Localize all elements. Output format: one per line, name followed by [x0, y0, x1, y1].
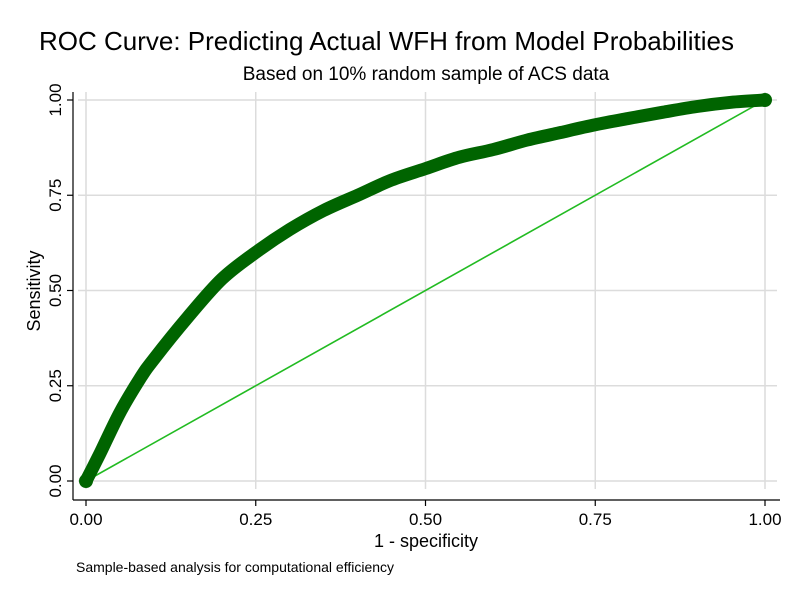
y-tick-label-2: 0.50: [46, 274, 65, 307]
x-tick-label-2: 0.50: [409, 510, 442, 529]
y-axis-label: Sensitivity: [24, 250, 44, 331]
x-tick-label-4: 1.00: [748, 510, 781, 529]
chart-title: ROC Curve: Predicting Actual WFH from Mo…: [39, 26, 734, 56]
reference-line: [85, 99, 766, 482]
axis-layer: [72, 92, 780, 501]
roc-end-point: [758, 93, 772, 107]
chart-note: Sample-based analysis for computational …: [76, 559, 394, 575]
roc-curve: [79, 93, 772, 488]
y-tick-label-4: 1.00: [46, 83, 65, 116]
x-tick-label-1: 0.25: [239, 510, 272, 529]
series-layer: [79, 93, 772, 488]
roc-start-point: [79, 474, 93, 488]
x-tick-label-0: 0.00: [69, 510, 102, 529]
y-tick-label-3: 0.75: [46, 179, 65, 212]
chart-subtitle: Based on 10% random sample of ACS data: [243, 64, 610, 85]
x-tick-label-3: 0.75: [579, 510, 612, 529]
tick-layer: 0.00 0.25 0.50 0.75 1.00 0.00 0.25 0.50 0.75 1.00: [46, 83, 782, 529]
x-axis-label: 1 - specificity: [374, 531, 478, 551]
y-tick-label-1: 0.25: [46, 369, 65, 402]
grid-layer: [78, 92, 777, 489]
y-tick-label-0: 0.00: [46, 464, 65, 497]
